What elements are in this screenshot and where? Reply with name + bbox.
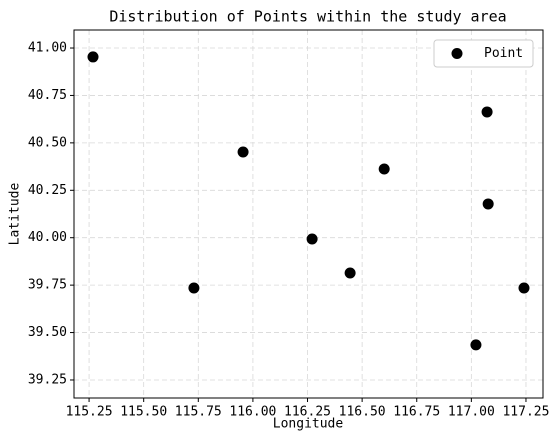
plot-frame	[73, 29, 544, 399]
legend-label: Point	[484, 46, 523, 61]
point	[306, 233, 318, 245]
point	[87, 51, 99, 63]
y-tick-label: 41.00	[28, 41, 67, 56]
point	[482, 198, 494, 210]
x-tick-label: 116.25	[284, 405, 331, 420]
y-tick-label: 40.25	[28, 183, 67, 198]
y-tick-label: 39.75	[28, 278, 67, 293]
point	[237, 146, 249, 158]
y-tick-label: 40.50	[28, 135, 67, 150]
y-tick-label: 39.25	[28, 372, 67, 387]
x-tick-label: 117.25	[502, 405, 549, 420]
point	[188, 282, 200, 294]
point	[518, 282, 530, 294]
y-tick-label: 40.00	[28, 230, 67, 245]
x-tick-label: 116.75	[393, 405, 440, 420]
x-tick-label: 115.25	[66, 405, 113, 420]
legend-box	[433, 39, 534, 68]
point	[481, 106, 493, 118]
point	[470, 339, 482, 351]
y-tick-label: 39.50	[28, 325, 67, 340]
x-axis-label: Longitude	[273, 417, 344, 432]
x-tick-label: 116.00	[229, 405, 276, 420]
y-tick-label: 40.75	[28, 88, 67, 103]
x-tick-label: 116.50	[339, 405, 386, 420]
point	[344, 267, 356, 279]
chart-title: Distribution of Points within the study …	[109, 8, 506, 26]
y-axis-label: Latitude	[8, 183, 23, 246]
point	[378, 163, 390, 175]
x-tick-label: 115.50	[120, 405, 167, 420]
legend-marker	[451, 48, 463, 59]
x-tick-label: 115.75	[175, 405, 222, 420]
x-tick-label: 117.00	[448, 405, 495, 420]
